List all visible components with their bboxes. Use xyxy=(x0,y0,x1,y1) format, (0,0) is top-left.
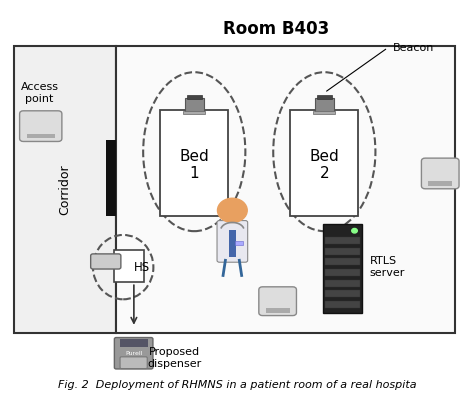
Bar xyxy=(323,223,363,313)
FancyBboxPatch shape xyxy=(259,287,296,315)
Bar xyxy=(325,258,360,265)
Bar xyxy=(120,339,147,347)
Text: Fig. 2  Deployment of RHMNS in a patient room of a real hospita: Fig. 2 Deployment of RHMNS in a patient … xyxy=(58,380,416,390)
Text: HS: HS xyxy=(134,260,150,274)
Bar xyxy=(106,140,116,216)
Bar xyxy=(325,237,360,244)
FancyBboxPatch shape xyxy=(19,111,62,142)
Bar xyxy=(315,98,334,112)
FancyBboxPatch shape xyxy=(217,221,248,262)
Text: Proposed
dispenser: Proposed dispenser xyxy=(147,347,201,369)
Bar xyxy=(187,95,202,99)
Text: Purell: Purell xyxy=(125,350,142,356)
Bar xyxy=(313,111,336,114)
Text: Corridor: Corridor xyxy=(59,164,72,215)
Text: Bed
2: Bed 2 xyxy=(310,149,339,181)
Bar xyxy=(116,46,456,333)
Text: Bed
1: Bed 1 xyxy=(179,149,209,181)
Bar xyxy=(160,110,228,216)
Text: RTLS
server: RTLS server xyxy=(369,256,405,278)
Bar xyxy=(325,290,360,298)
Bar xyxy=(14,46,116,333)
Bar xyxy=(291,110,358,216)
Bar xyxy=(235,241,243,245)
Text: Room B403: Room B403 xyxy=(223,20,329,38)
Bar xyxy=(325,269,360,276)
Text: Beacon: Beacon xyxy=(392,43,434,53)
FancyBboxPatch shape xyxy=(120,357,147,369)
Bar xyxy=(325,247,360,255)
Bar xyxy=(27,134,55,138)
Bar xyxy=(228,230,236,256)
Circle shape xyxy=(218,198,247,223)
Circle shape xyxy=(352,228,357,233)
FancyBboxPatch shape xyxy=(114,337,153,369)
Bar xyxy=(114,250,144,282)
Bar xyxy=(265,309,290,313)
Bar xyxy=(183,111,205,114)
Bar xyxy=(185,98,203,112)
FancyBboxPatch shape xyxy=(91,254,121,269)
Text: Access
point: Access point xyxy=(20,82,59,104)
Bar xyxy=(428,182,452,186)
FancyBboxPatch shape xyxy=(421,158,459,189)
Bar xyxy=(325,280,360,287)
Bar xyxy=(317,95,332,99)
Bar xyxy=(325,301,360,308)
